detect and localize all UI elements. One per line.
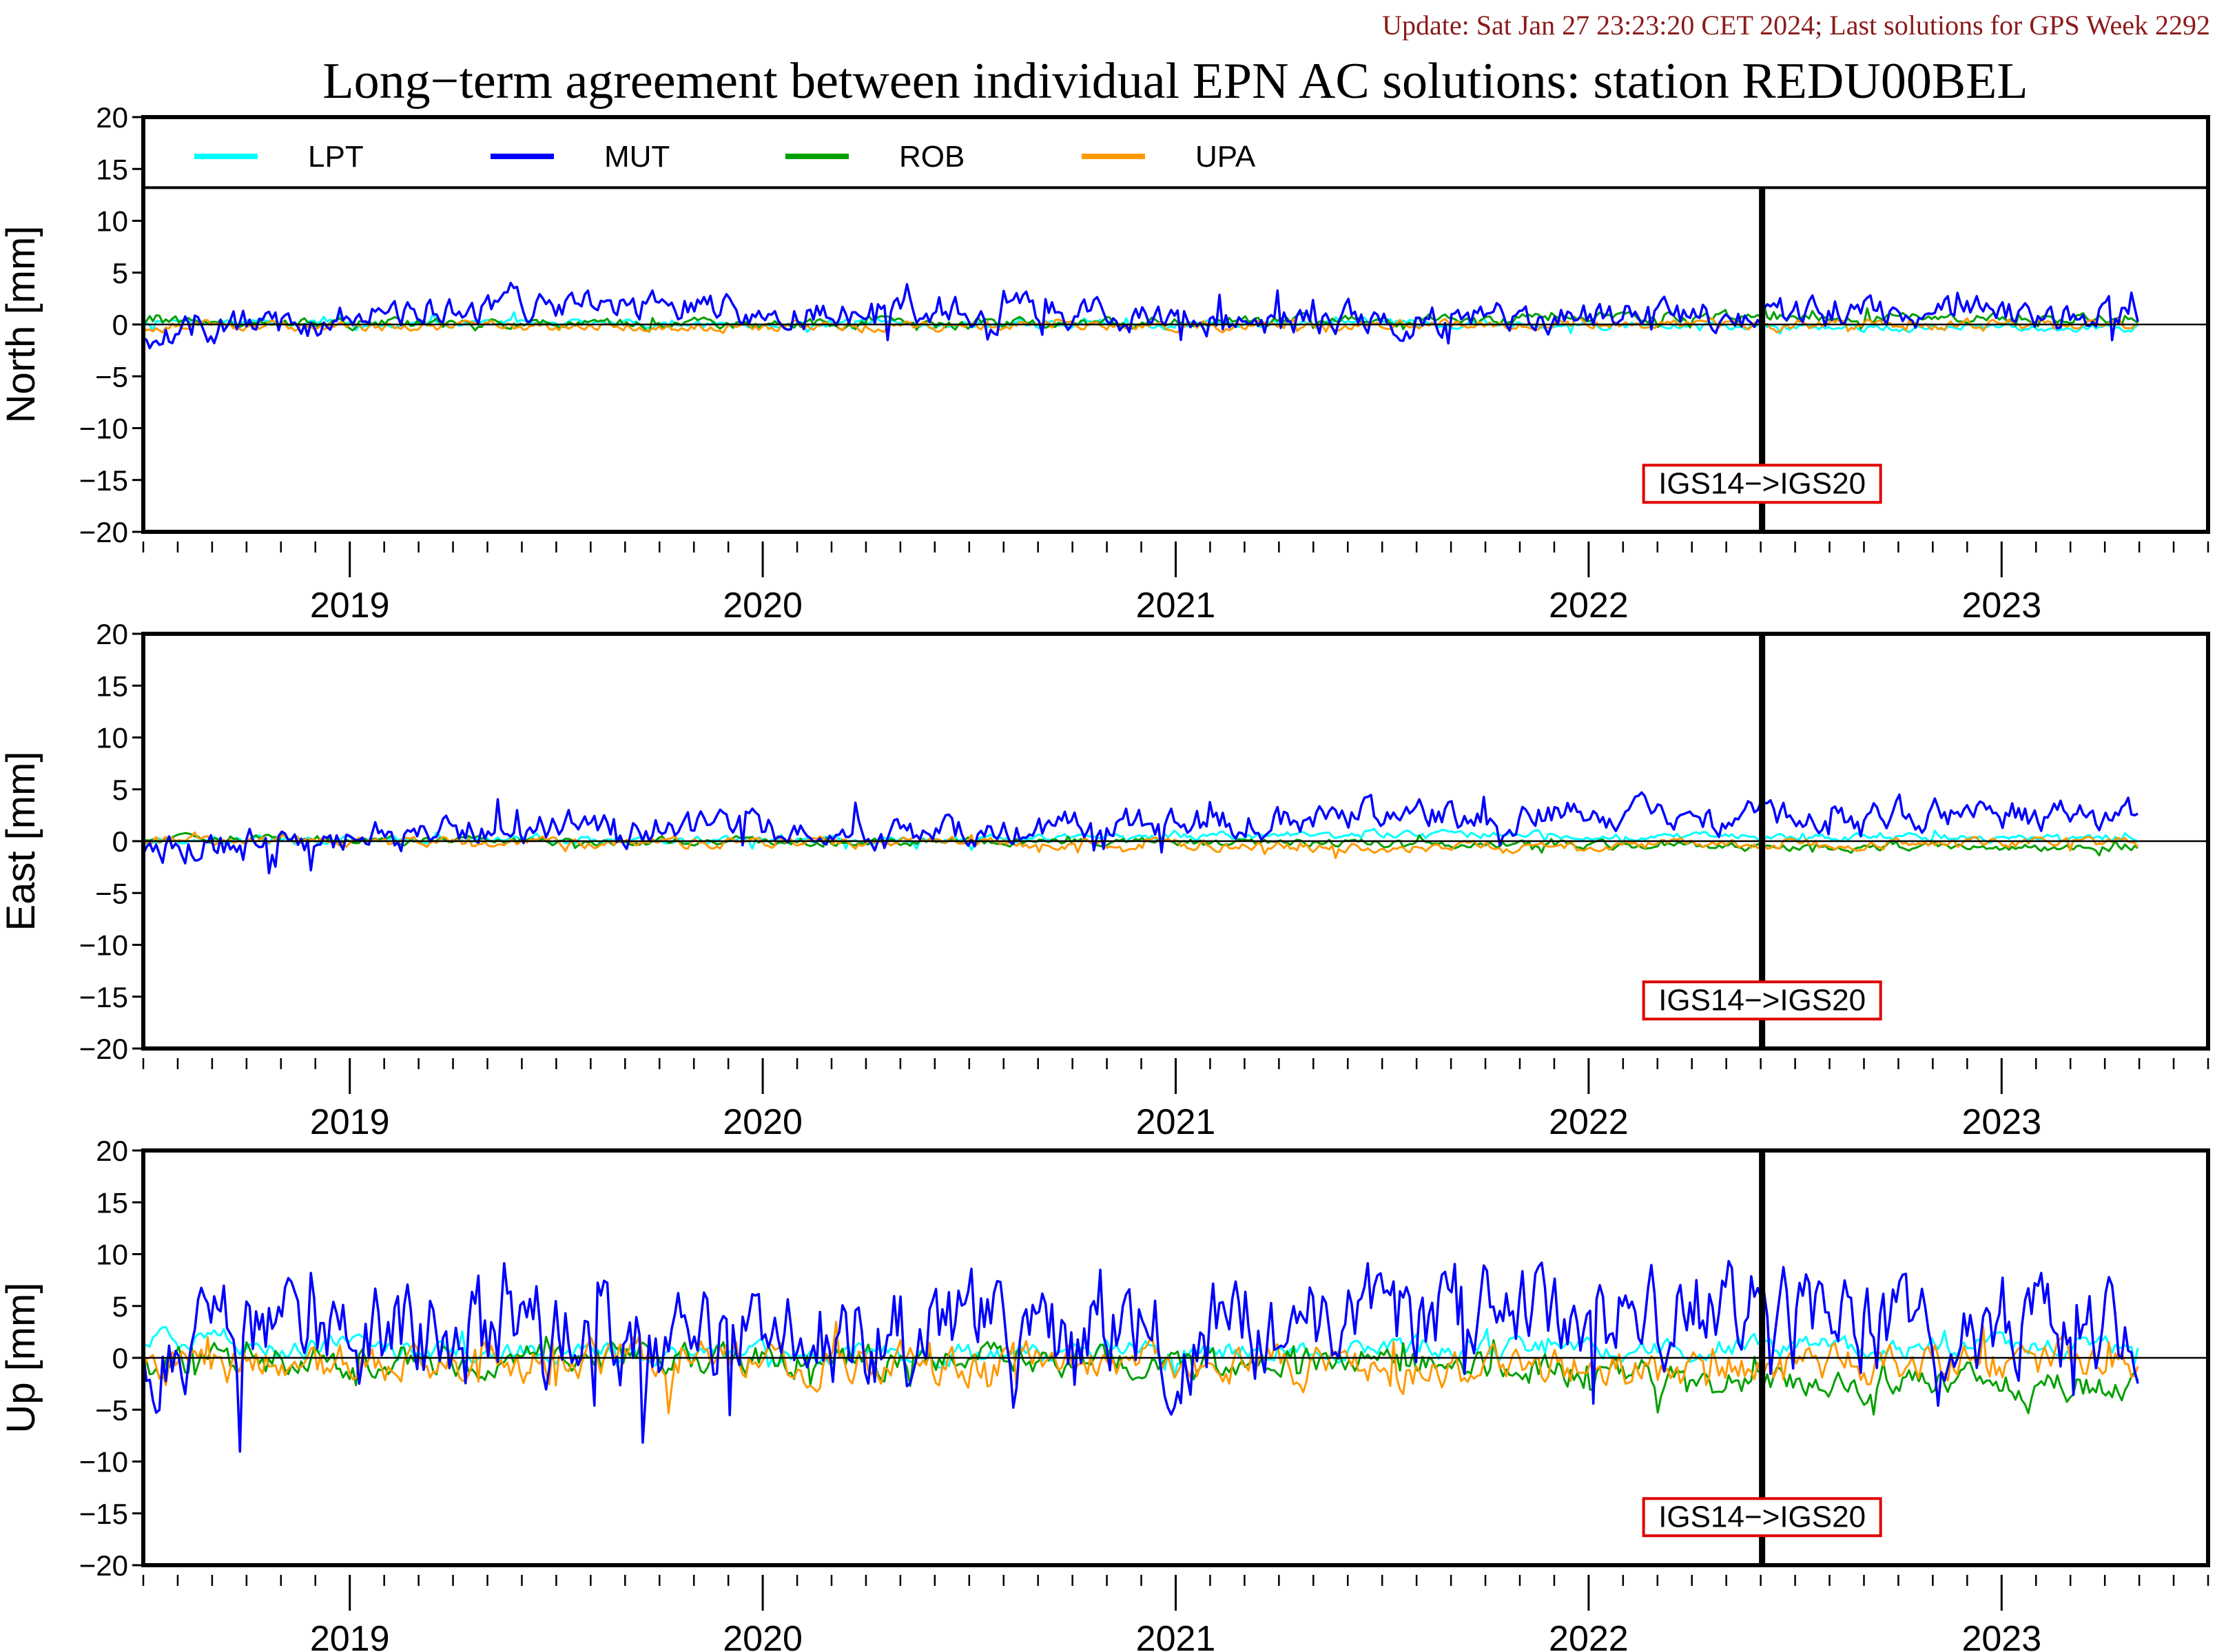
y-tick-label: 15 — [96, 153, 128, 185]
y-tick-label: −20 — [79, 1033, 128, 1065]
y-tick-label: 10 — [96, 722, 128, 754]
y-tick-label: 15 — [96, 1186, 128, 1219]
y-tick-label: 20 — [96, 101, 128, 134]
series-rob-line — [143, 832, 2139, 857]
y-tick-label: −10 — [79, 1446, 128, 1478]
series-mut-line — [142, 1259, 2139, 1453]
x-tick-label: 2019 — [310, 1619, 390, 1652]
legend-background — [143, 117, 2208, 188]
y-tick-label: −5 — [95, 360, 128, 393]
y-tick-label: 0 — [112, 309, 128, 341]
panel-frame — [141, 632, 2210, 1051]
frame-change-annotation: IGS14−>IGS20 — [1642, 1497, 1882, 1538]
x-tick-label: 2022 — [1549, 1619, 1629, 1652]
x-tick-label: 2019 — [310, 586, 390, 626]
y-axis-label: Up [mm] — [0, 1282, 43, 1433]
y-tick-label: 5 — [112, 774, 128, 806]
annotation-label: IGS14−>IGS20 — [1658, 466, 1866, 500]
legend: LPT MUT ROB UPA — [194, 140, 1256, 174]
y-tick-label: −5 — [95, 877, 128, 909]
x-tick-label: 2021 — [1136, 1102, 1216, 1142]
series-rob-line — [142, 1336, 2139, 1416]
series-upa-line — [143, 832, 2139, 860]
y-tick-label: −5 — [95, 1394, 128, 1426]
annotation-label: IGS14−>IGS20 — [1658, 983, 1866, 1017]
x-tick-label: 2020 — [723, 1102, 803, 1142]
panels: North [mm] 20 15 10 5 0 −5 −10 −15 −20 IGS14−>IGS2… — [0, 101, 2210, 1652]
y-tick-label: 5 — [112, 257, 128, 289]
annotation-box — [1642, 464, 1882, 504]
y-axis-label: East [mm] — [0, 751, 43, 931]
annotation-label: IGS14−>IGS20 — [1658, 1500, 1866, 1534]
x-tick-label: 2020 — [723, 1619, 803, 1652]
panel-frame — [141, 1148, 2210, 1567]
y-tick-label: 10 — [96, 205, 128, 238]
y-tick-label: −15 — [79, 464, 128, 497]
y-tick-label: 15 — [96, 670, 128, 702]
legend-item-mut: MUT — [491, 140, 670, 174]
y-tick-label: −10 — [79, 929, 128, 962]
legend-item-upa: UPA — [1082, 140, 1256, 174]
panel-1: North [mm] 20 15 10 5 0 −5 −10 −15 −20 IGS14−>IGS2… — [0, 101, 2210, 626]
x-tick-label: 2020 — [723, 586, 803, 626]
legend-label-lpt: LPT — [308, 140, 364, 174]
legend-label-upa: UPA — [1195, 140, 1256, 174]
x-tick-label: 2023 — [1961, 1619, 2041, 1652]
y-tick-label: 10 — [96, 1239, 128, 1271]
x-tick-label: 2023 — [1961, 1102, 2041, 1142]
y-tick-label: 0 — [112, 825, 128, 858]
annotation-box — [1642, 1497, 1882, 1538]
y-axis-label: North [mm] — [0, 226, 43, 424]
x-tick-label: 2023 — [1961, 586, 2041, 626]
x-tick-label: 2021 — [1136, 586, 1216, 626]
frame-change-annotation: IGS14−>IGS20 — [1642, 464, 1882, 504]
chart-title: Long−term agreement between individual E… — [322, 53, 2028, 110]
y-tick-label: −20 — [79, 516, 128, 548]
frame-change-annotation: IGS14−>IGS20 — [1642, 980, 1882, 1021]
panel-2: East [mm] 20 15 10 5 0 −5 −10 −15 −20 IGS14−>IGS20… — [0, 618, 2210, 1142]
y-tick-label: 20 — [96, 618, 128, 650]
series-upa-line — [142, 1321, 2139, 1414]
y-tick-label: 5 — [112, 1290, 128, 1323]
x-tick-label: 2022 — [1549, 586, 1629, 626]
annotation-box — [1642, 980, 1882, 1021]
y-tick-label: −15 — [79, 981, 128, 1013]
x-tick-label: 2019 — [310, 1102, 390, 1142]
y-tick-label: 0 — [112, 1342, 128, 1374]
y-tick-label: −20 — [79, 1549, 128, 1582]
legend-label-mut: MUT — [604, 140, 670, 174]
series-mut-line — [142, 281, 2139, 350]
y-tick-label: −10 — [79, 413, 128, 445]
legend-item-rob: ROB — [785, 140, 965, 174]
update-text: Update: Sat Jan 27 23:23:20 CET 2024; La… — [1382, 10, 2210, 41]
legend-item-lpt: LPT — [194, 140, 364, 174]
x-tick-label: 2021 — [1136, 1619, 1216, 1652]
legend-label-rob: ROB — [899, 140, 965, 174]
y-tick-label: −15 — [79, 1498, 128, 1530]
panel-3: Up [mm] 20 15 10 5 0 −5 −10 −15 −20 IGS14−>IGS20 20… — [0, 1135, 2210, 1652]
panel-frame — [141, 115, 2210, 534]
x-tick-label: 2022 — [1549, 1102, 1629, 1142]
series-mut-line — [142, 791, 2139, 875]
y-tick-label: 20 — [96, 1135, 128, 1167]
